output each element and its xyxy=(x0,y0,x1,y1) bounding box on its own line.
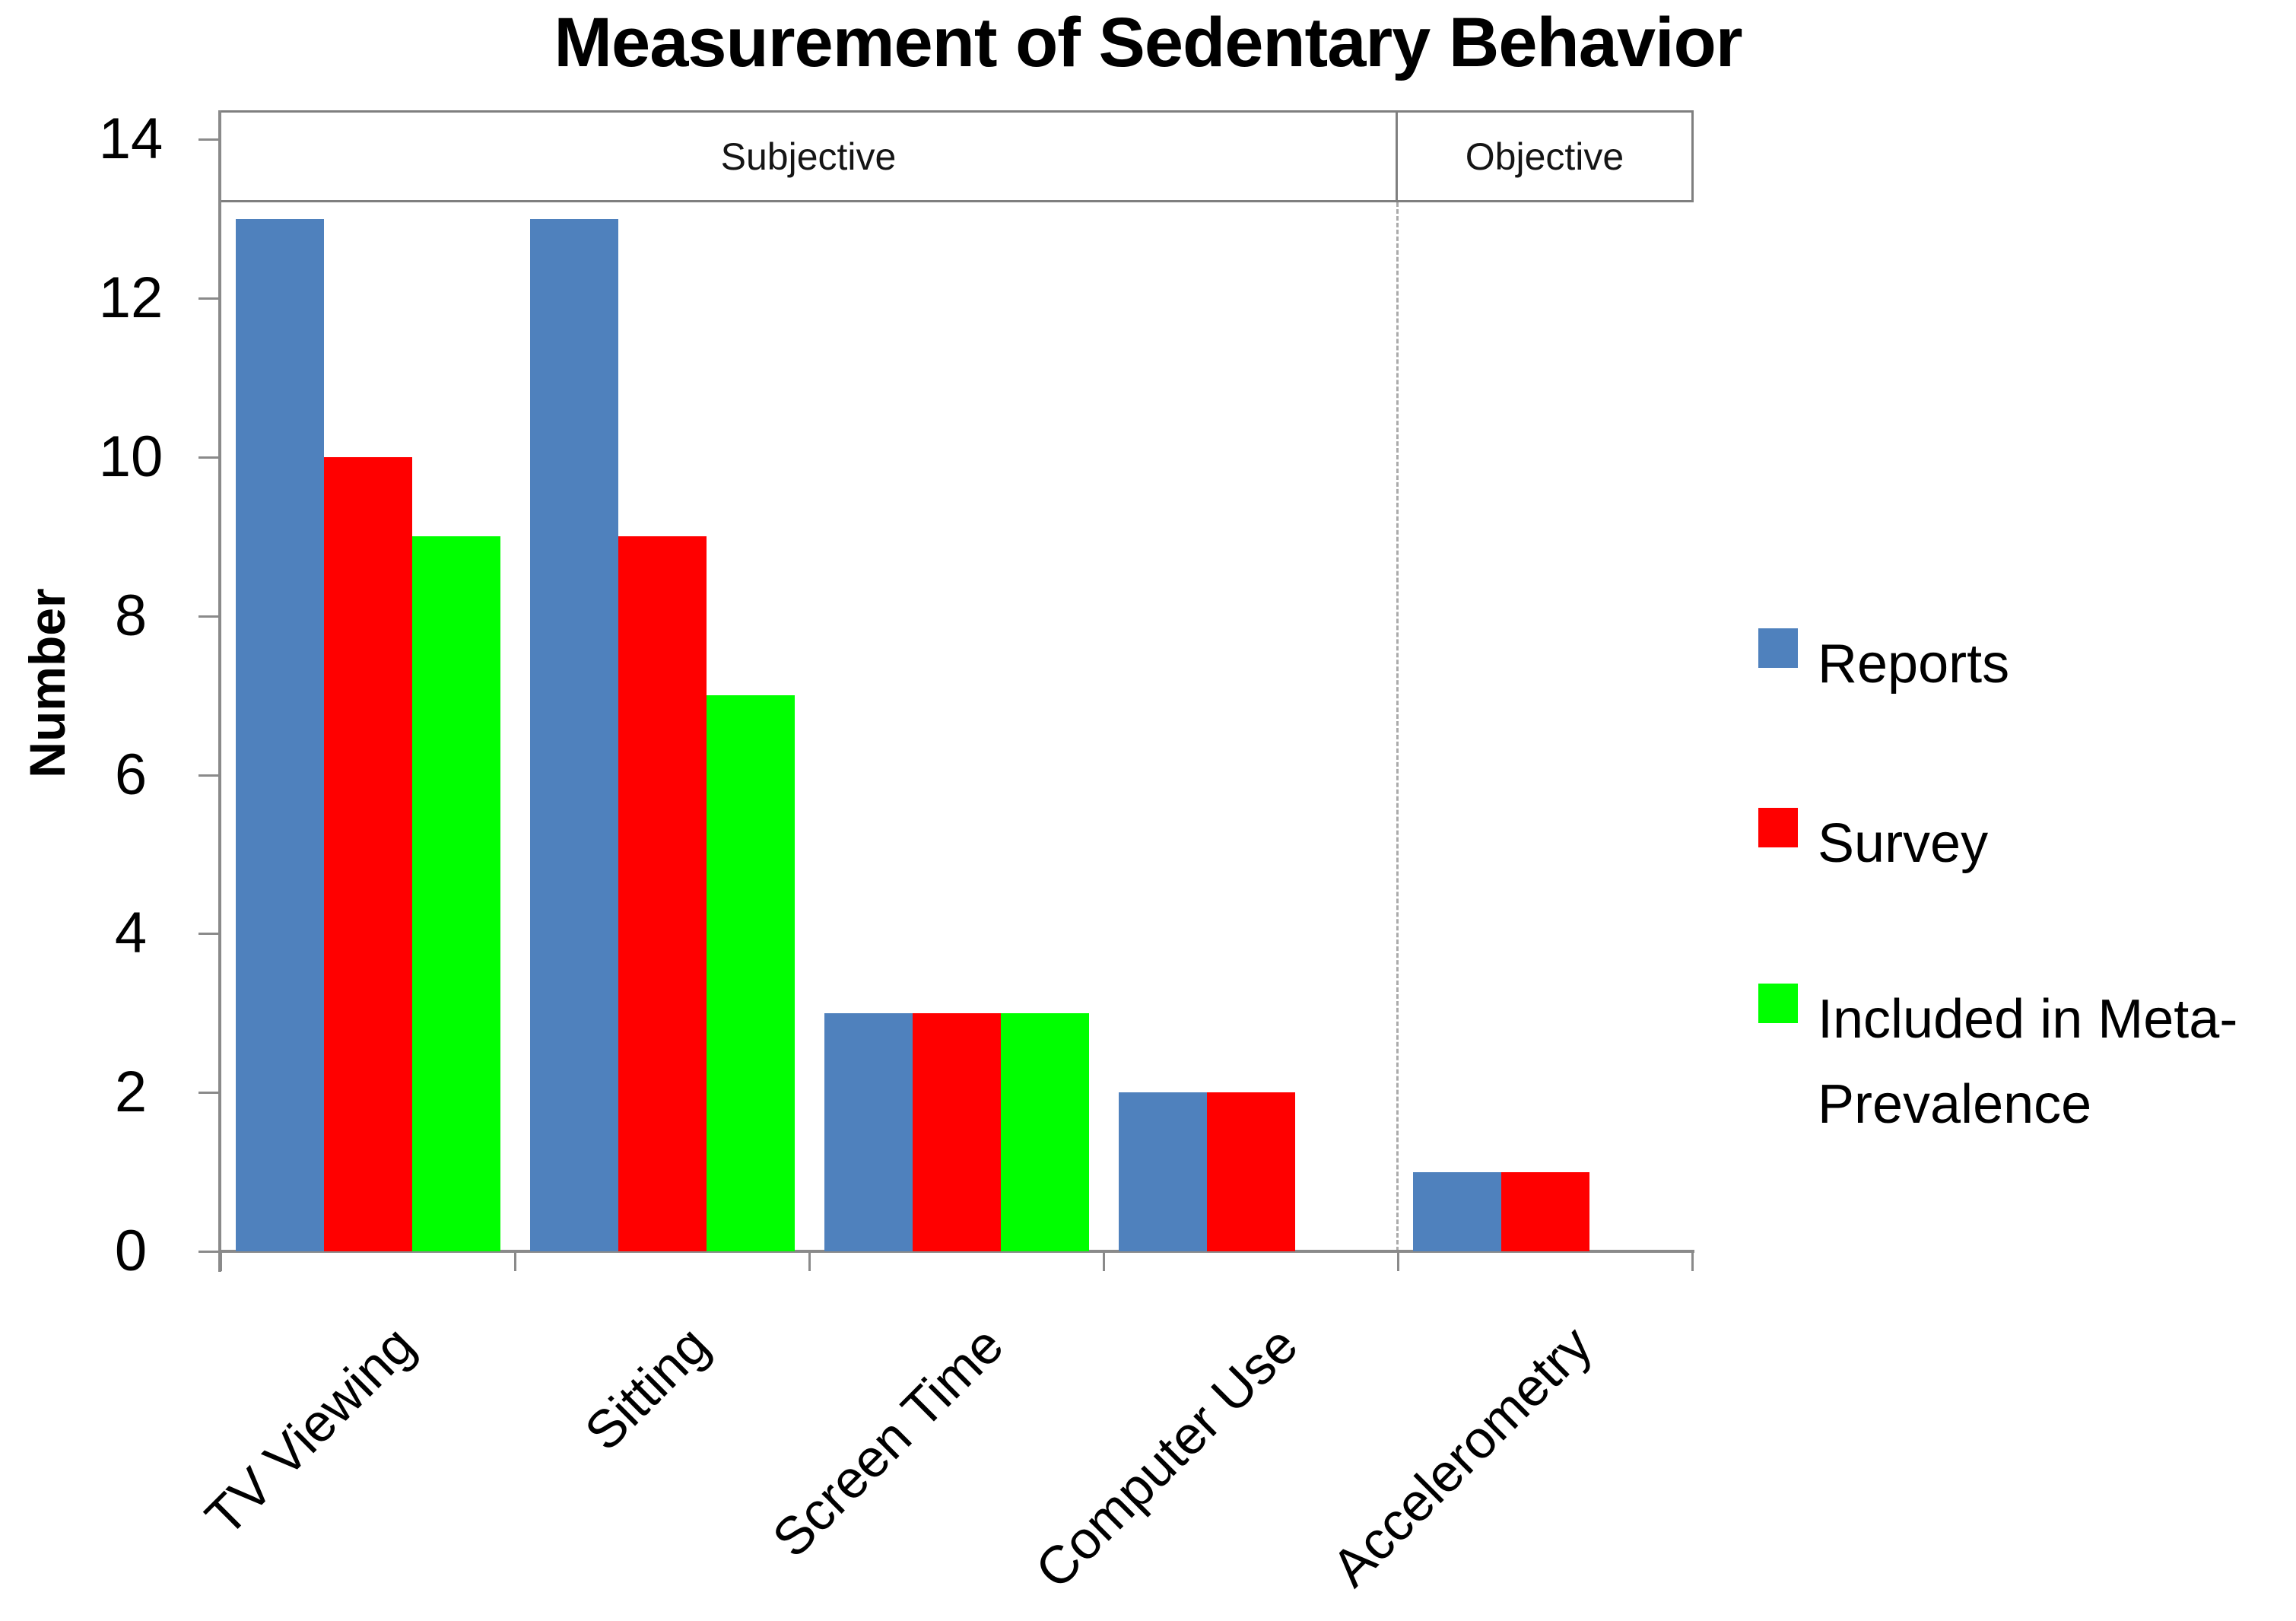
y-tick-mark-8 xyxy=(198,615,219,618)
x-label-accelerometry: Accelerometry xyxy=(1319,1314,1603,1598)
x-tick-mark-3 xyxy=(1103,1251,1105,1271)
y-tick-label-4: 4 xyxy=(114,901,148,966)
y-axis-title: Number xyxy=(19,588,75,778)
bar-survey-sitting xyxy=(618,536,707,1251)
bar-included-in-meta-prevalence-screen-time xyxy=(1001,1012,1089,1251)
x-tick-mark-2 xyxy=(808,1251,811,1271)
x-label-tv-viewing: TV Viewing xyxy=(193,1314,426,1547)
y-tick-mark-14 xyxy=(198,138,219,141)
x-tick-mark-4 xyxy=(1397,1251,1399,1271)
bar-reports-sitting xyxy=(530,218,618,1251)
bar-included-in-meta-prevalence-sitting xyxy=(707,695,795,1251)
bar-survey-computer-use xyxy=(1207,1092,1295,1251)
bar-reports-computer-use xyxy=(1119,1092,1207,1251)
y-tick-label-6: 6 xyxy=(114,742,148,807)
x-tick-mark-5 xyxy=(1691,1251,1694,1271)
y-tick-label-14: 14 xyxy=(98,106,164,172)
y-tick-mark-0 xyxy=(198,1251,219,1253)
bar-survey-screen-time xyxy=(913,1012,1001,1251)
chart-title: Measurement of Sedentary Behavior xyxy=(554,4,1742,81)
bar-reports-screen-time xyxy=(824,1012,913,1251)
bar-survey-tv-viewing xyxy=(324,457,412,1251)
objective-region-label: Objective xyxy=(1465,135,1624,178)
x-tick-mark-1 xyxy=(514,1251,516,1271)
legend-item-included-in-meta-prevalence: Included in Meta- Prevalence xyxy=(1758,977,2237,1147)
y-tick-mark-12 xyxy=(198,297,219,300)
x-label-sitting: Sitting xyxy=(573,1314,720,1462)
y-axis-line xyxy=(218,110,221,1272)
y-tick-mark-10 xyxy=(198,456,219,459)
legend-label: Reports xyxy=(1818,634,2010,694)
x-label-computer-use: Computer Use xyxy=(1024,1314,1309,1600)
x-tick-mark-0 xyxy=(220,1251,222,1271)
legend-item-reports: Reports xyxy=(1758,622,2009,707)
legend-swatch-icon xyxy=(1758,628,1798,668)
legend-swatch-icon xyxy=(1758,808,1798,847)
y-tick-label-12: 12 xyxy=(98,265,164,331)
bar-included-in-meta-prevalence-tv-viewing xyxy=(412,536,500,1251)
x-axis-line xyxy=(218,1250,1694,1253)
y-tick-mark-6 xyxy=(198,774,219,777)
legend-label: Survey xyxy=(1818,813,1989,874)
y-tick-label-8: 8 xyxy=(114,583,148,648)
y-tick-mark-2 xyxy=(198,1092,219,1095)
region-divider-line xyxy=(1396,202,1399,1251)
subjective-region-box: Subjective xyxy=(219,110,1398,202)
legend-label: Included in Meta- Prevalence xyxy=(1818,989,2238,1135)
objective-region-box: Objective xyxy=(1396,110,1694,202)
bar-reports-accelerometry xyxy=(1413,1171,1501,1251)
bar-reports-tv-viewing xyxy=(236,218,324,1251)
y-tick-label-10: 10 xyxy=(98,424,164,489)
y-tick-label-0: 0 xyxy=(114,1219,148,1283)
y-tick-label-2: 2 xyxy=(114,1060,148,1125)
legend-swatch-icon xyxy=(1758,984,1798,1023)
x-label-screen-time: Screen Time xyxy=(761,1314,1015,1569)
legend-item-survey: Survey xyxy=(1758,802,1988,887)
y-tick-mark-4 xyxy=(198,933,219,936)
bar-survey-accelerometry xyxy=(1501,1171,1589,1251)
subjective-region-label: Subjective xyxy=(720,135,897,178)
